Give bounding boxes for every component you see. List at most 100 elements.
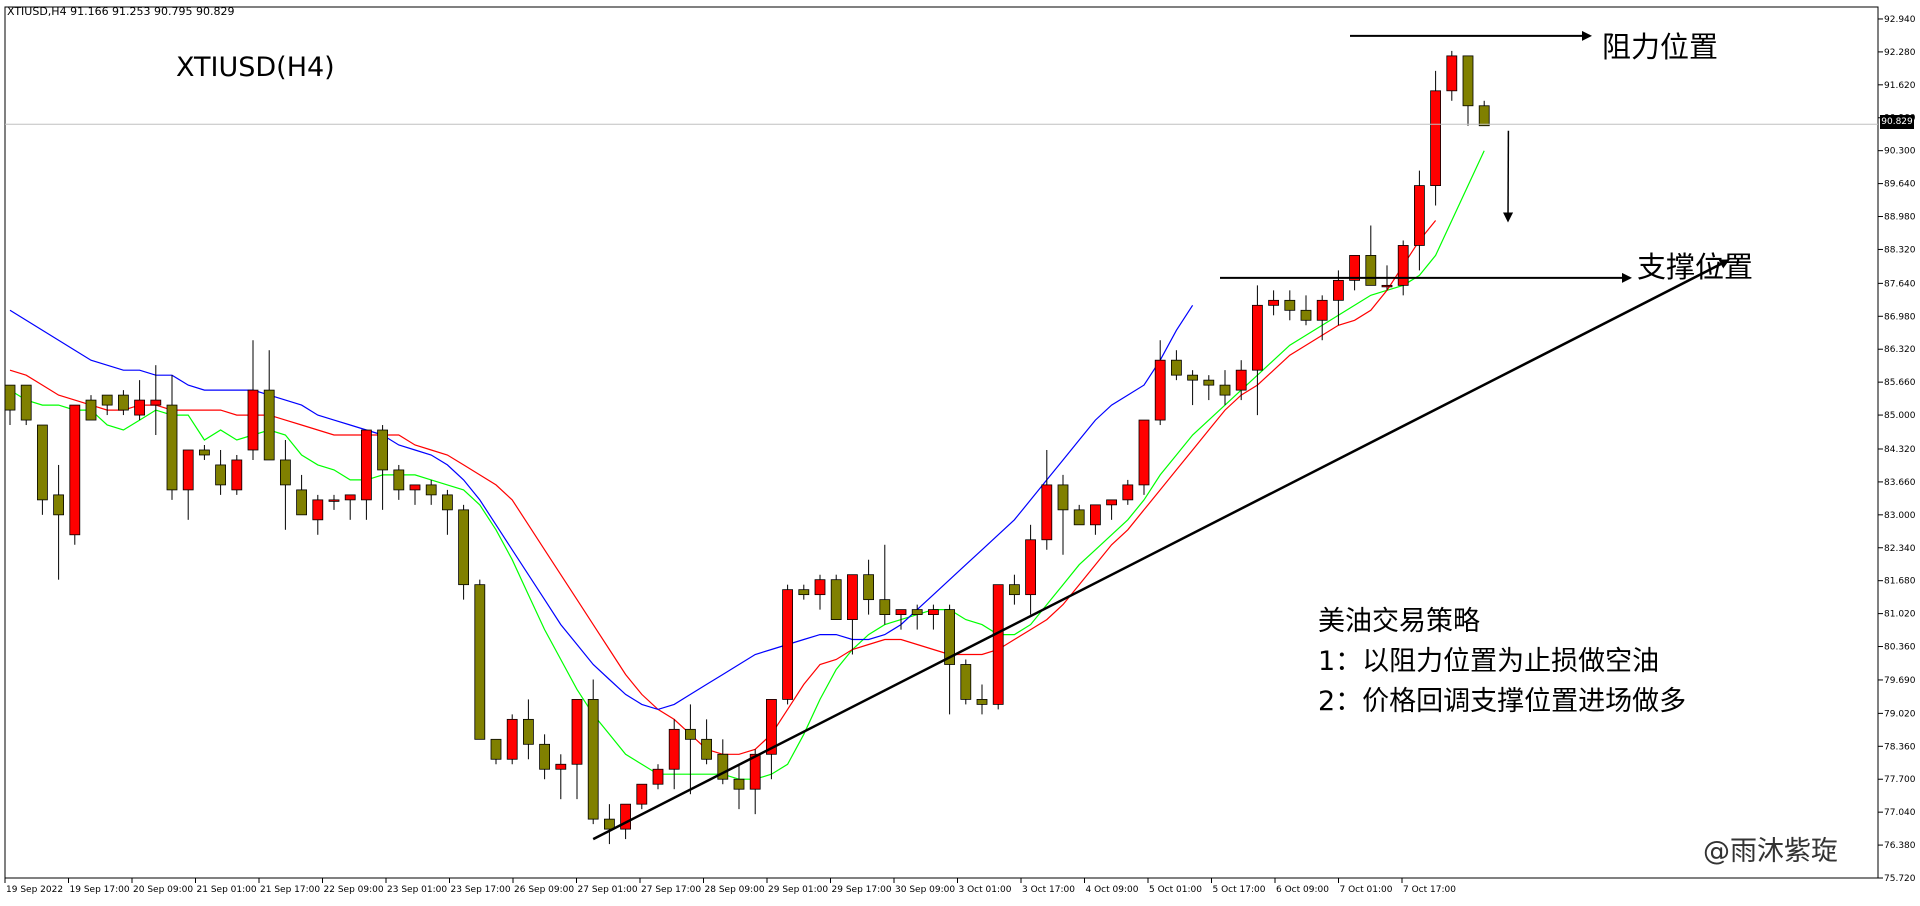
x-tick-label: 5 Oct 01:00 <box>1149 885 1202 895</box>
candle-body <box>280 460 290 485</box>
candle-body <box>135 400 145 415</box>
x-tick-label: 5 Oct 17:00 <box>1213 885 1266 895</box>
x-tick-label: 29 Sep 01:00 <box>768 885 828 895</box>
candle-body <box>491 739 501 759</box>
x-tick-label: 27 Sep 01:00 <box>578 885 638 895</box>
y-tick-label: 88.320 <box>1884 245 1916 255</box>
candle-body <box>1026 540 1036 595</box>
y-tick-label: 85.000 <box>1884 411 1916 421</box>
watermark: @雨沐紫琁 <box>1703 829 1838 868</box>
candle-body <box>507 719 517 759</box>
candle-body <box>847 575 857 620</box>
candle-body <box>199 450 209 455</box>
candle-body <box>637 784 647 804</box>
candle-body <box>297 490 307 515</box>
x-tick-label: 6 Oct 09:00 <box>1276 885 1329 895</box>
strategy-note: 美油交易策略 1：以阻力位置为止损做空油 2：价格回调支撑位置进场做多 <box>1318 602 1686 722</box>
candle-body <box>264 390 274 460</box>
y-tick-label: 77.700 <box>1884 775 1916 785</box>
y-tick-label: 92.280 <box>1884 48 1916 58</box>
strategy-title: 美油交易策略 <box>1318 602 1686 642</box>
candle-body <box>1479 106 1489 126</box>
x-tick-label: 3 Oct 17:00 <box>1022 885 1075 895</box>
candle-body <box>70 405 80 535</box>
x-tick-label: 19 Sep 17:00 <box>70 885 130 895</box>
y-tick-label: 79.020 <box>1884 709 1916 719</box>
candle-body <box>1090 505 1100 525</box>
candle-body <box>831 580 841 620</box>
candle-body <box>1058 485 1068 510</box>
y-tick-label: 90.300 <box>1884 147 1916 157</box>
candle-body <box>329 500 339 502</box>
candle-body <box>442 495 452 510</box>
candle-body <box>523 719 533 744</box>
candle-body <box>37 425 47 500</box>
candle-body <box>1188 375 1198 380</box>
candle-body <box>993 585 1003 705</box>
candle-body <box>1382 285 1392 287</box>
y-tick-label: 79.690 <box>1884 676 1916 686</box>
candle-body <box>799 590 809 595</box>
candle-body <box>378 430 388 470</box>
candle-body <box>734 779 744 789</box>
candle-body <box>1447 56 1457 91</box>
y-tick-label: 85.660 <box>1884 378 1916 388</box>
x-tick-label: 4 Oct 09:00 <box>1086 885 1139 895</box>
candle-body <box>653 769 663 784</box>
candle-body <box>685 729 695 739</box>
strategy-line-2: 2：价格回调支撑位置进场做多 <box>1318 682 1686 722</box>
x-tick-label: 30 Sep 09:00 <box>895 885 955 895</box>
x-tick-label: 28 Sep 09:00 <box>705 885 765 895</box>
candle-body <box>588 699 598 819</box>
candle-body <box>5 385 15 410</box>
y-tick-label: 80.360 <box>1884 643 1916 653</box>
candle-body <box>475 585 485 740</box>
y-tick-label: 87.640 <box>1884 279 1916 289</box>
candle-body <box>896 610 906 615</box>
candle-body <box>1366 255 1376 285</box>
candle-body <box>313 500 323 520</box>
candle-body <box>1155 360 1165 420</box>
x-tick-label: 29 Sep 17:00 <box>832 885 892 895</box>
candle-body <box>1431 91 1441 186</box>
candle-body <box>248 390 258 450</box>
y-tick-label: 76.380 <box>1884 841 1916 851</box>
plot-frame <box>5 7 1878 878</box>
x-tick-label: 23 Sep 01:00 <box>387 885 447 895</box>
y-tick-label: 89.640 <box>1884 180 1916 190</box>
candle-body <box>361 430 371 500</box>
candle-body <box>912 610 922 615</box>
y-tick-label: 81.680 <box>1884 577 1916 587</box>
candle-body <box>928 610 938 615</box>
y-tick-label: 75.720 <box>1884 874 1916 884</box>
x-tick-label: 22 Sep 09:00 <box>324 885 384 895</box>
support-label: 支撑位置 <box>1637 244 1753 286</box>
candle-body <box>1139 420 1149 485</box>
x-tick-label: 27 Sep 17:00 <box>641 885 701 895</box>
current-price-badge: 90.829 <box>1880 115 1914 129</box>
x-tick-label: 20 Sep 09:00 <box>133 885 193 895</box>
candle-body <box>1317 300 1327 320</box>
candle-body <box>880 600 890 615</box>
candle-body <box>864 575 874 600</box>
y-tick-label: 88.980 <box>1884 213 1916 223</box>
candle-body <box>1398 245 1408 285</box>
candle-body <box>151 400 161 405</box>
y-tick-label: 81.020 <box>1884 610 1916 620</box>
resistance-label: 阻力位置 <box>1602 24 1718 66</box>
candle-body <box>815 580 825 595</box>
candle-body <box>1204 380 1214 385</box>
candle-body <box>977 699 987 704</box>
candle-body <box>1269 300 1279 305</box>
candle-body <box>1042 485 1052 540</box>
candle-body <box>345 495 355 500</box>
candle-body <box>1463 56 1473 106</box>
y-tick-label: 84.320 <box>1884 445 1916 455</box>
candle-body <box>540 744 550 769</box>
candle-body <box>702 739 712 759</box>
x-tick-label: 21 Sep 01:00 <box>197 885 257 895</box>
symbol-info: XTIUSD,H4 91.166 91.253 90.795 90.829 <box>7 5 235 18</box>
y-tick-label: 83.660 <box>1884 478 1916 488</box>
